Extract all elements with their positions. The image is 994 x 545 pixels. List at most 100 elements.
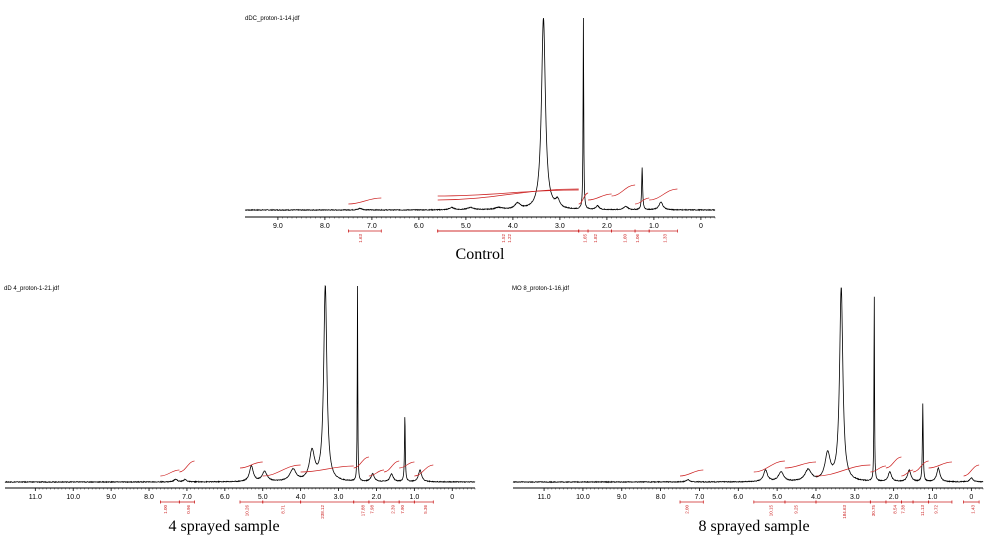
integral-value: 1.63: [358, 234, 363, 243]
integral-value: 1.60: [622, 234, 627, 243]
x-tick-label: 4.0: [296, 494, 306, 501]
x-tick-label: 9.0: [273, 223, 283, 230]
integral-value: 0.96: [186, 505, 191, 514]
x-tick-label: 9.0: [106, 494, 116, 501]
integral-curve: [578, 192, 589, 205]
integral-curve: [414, 464, 434, 477]
x-tick-label: 3.0: [850, 494, 860, 501]
nmr-spectrum-control: 9.0 8.0 7.0 6.0 5.0 4.0 3.0 2.0 1.0 0 1.63 1.221.52…: [244, 17, 716, 243]
integral-value: 8.54: [893, 505, 898, 514]
x-tick-label: 2.0: [372, 494, 382, 501]
chart-title: 4 sprayed sample: [168, 518, 280, 535]
integral-curve: [870, 465, 886, 473]
x-tick-label: 1.0: [409, 494, 419, 501]
integral-curve: [383, 460, 400, 473]
integral-value: 1.22: [507, 234, 512, 243]
file-label: dDC_proton-1-14.jdf: [245, 16, 300, 22]
integral-value: 9.25: [793, 505, 798, 514]
integral-curve: [437, 188, 579, 201]
x-tick-label: 9.0: [617, 494, 627, 501]
integral-value: 1.00: [163, 505, 168, 514]
x-tick-label: 8.0: [320, 223, 330, 230]
file-label: MO 8_proton-1-16.jdf: [512, 286, 570, 292]
x-tick-label: 8.0: [656, 494, 666, 501]
integral-curve: [437, 189, 579, 197]
integral-value: 11.13: [920, 505, 925, 516]
integral-curve: [588, 193, 612, 201]
integral-curve: [885, 456, 902, 469]
integral-value: 17.88: [360, 505, 365, 517]
chart-title: Control: [455, 246, 505, 263]
x-tick-label: 6.0: [220, 494, 230, 501]
file-label: dD 4_proton-1-21.jdf: [4, 286, 60, 292]
x-tick-label: 5.0: [258, 494, 268, 501]
x-tick-label: 7.0: [695, 494, 705, 501]
integral-value: 1.82: [593, 234, 598, 243]
x-tick-label: 1.0: [928, 494, 938, 501]
x-tick-label: 0: [450, 494, 454, 501]
nmr-spectrum-8-sprayed: 11.0 10.0 9.0 8.0 7.0 6.0 5.0 4.0 3.0 2.0 1.0 0 2.00…: [512, 287, 984, 519]
x-tick-label: 5.0: [461, 223, 471, 230]
integral-curve: [753, 460, 785, 473]
integral-curve: [160, 469, 180, 477]
integral-curve: [611, 184, 636, 197]
integral-value: 184.63: [842, 505, 847, 519]
x-tick-label: 0: [969, 494, 973, 501]
integral-curve: [963, 464, 980, 477]
integral-curve: [262, 464, 301, 477]
x-tick-label: 3.0: [334, 494, 344, 501]
integral-value: 30.75: [871, 505, 876, 517]
integral-curve: [399, 461, 415, 469]
integral-value: 1.52: [501, 234, 506, 243]
x-tick-label: 6.0: [733, 494, 743, 501]
integral-curve: [179, 460, 195, 473]
spectrum-line: [4, 284, 476, 484]
integral-curve: [635, 197, 650, 205]
nmr-panel-4-sprayed: dD 4_proton-1-21.jdf 11.0 10.0 9.0 8.0 7.0 6.…: [0, 270, 497, 545]
x-tick-label: 4.0: [811, 494, 821, 501]
x-tick-label: 1.0: [649, 223, 659, 230]
nmr-spectrum-4-sprayed: 11.0 10.0 9.0 8.0 7.0 6.0 5.0 4.0 3.0 2.0 1.0 01.00…: [4, 284, 476, 519]
integral-curve: [679, 469, 704, 477]
integral-curve: [368, 469, 385, 477]
integral-curve: [353, 456, 369, 469]
chart-title: 8 sprayed sample: [698, 518, 810, 535]
integral-value: 2.39: [391, 505, 396, 514]
integral-curve: [300, 465, 354, 473]
x-tick-label: 5.0: [772, 494, 782, 501]
integral-curve: [815, 464, 871, 477]
x-tick-label: 4.0: [508, 223, 518, 230]
integral-value: 7.90: [400, 505, 405, 514]
integral-value: 5.36: [423, 505, 428, 514]
x-tick-label: 2.0: [602, 223, 612, 230]
integral-curve: [784, 461, 817, 469]
x-tick-label: 2.0: [889, 494, 899, 501]
nmr-panel-8-sprayed: MO 8_proton-1-16.jdf 11.0 10.0 9.0 8.0 7.0 6.…: [497, 270, 994, 545]
integral-curve: [901, 469, 914, 477]
integral-value: 238.12: [320, 505, 325, 519]
x-tick-label: 10.0: [66, 494, 80, 501]
x-tick-label: 7.0: [367, 223, 377, 230]
integral-curve: [239, 461, 263, 469]
x-tick-label: 3.0: [555, 223, 565, 230]
spectrum-line: [244, 17, 716, 212]
spectrum-line: [512, 287, 984, 484]
integral-value: 9.72: [933, 505, 938, 514]
integral-value: 10.15: [768, 505, 773, 517]
integral-value: 10.26: [244, 505, 249, 517]
integral-curve: [649, 188, 678, 201]
integral-curve: [913, 460, 929, 473]
nmr-panel-control: dDC_proton-1-14.jdf 9.0 8.0 7.0 6.0 5.0 4.0 3.…: [0, 0, 994, 270]
integral-value: 1.65: [582, 234, 587, 243]
x-tick-label: 10.0: [576, 494, 590, 501]
integral-value: 1.43: [970, 505, 975, 514]
integral-curve: [928, 461, 952, 469]
x-tick-label: 7.0: [182, 494, 192, 501]
integral-value: 7.38: [900, 505, 905, 514]
x-tick-label: 11.0: [29, 494, 42, 501]
integral-value: 1.06: [635, 234, 640, 243]
x-tick-label: 6.0: [414, 223, 424, 230]
integral-value: 2.00: [685, 505, 690, 514]
integral-curve: [348, 197, 382, 205]
x-tick-label: 11.0: [538, 494, 551, 501]
